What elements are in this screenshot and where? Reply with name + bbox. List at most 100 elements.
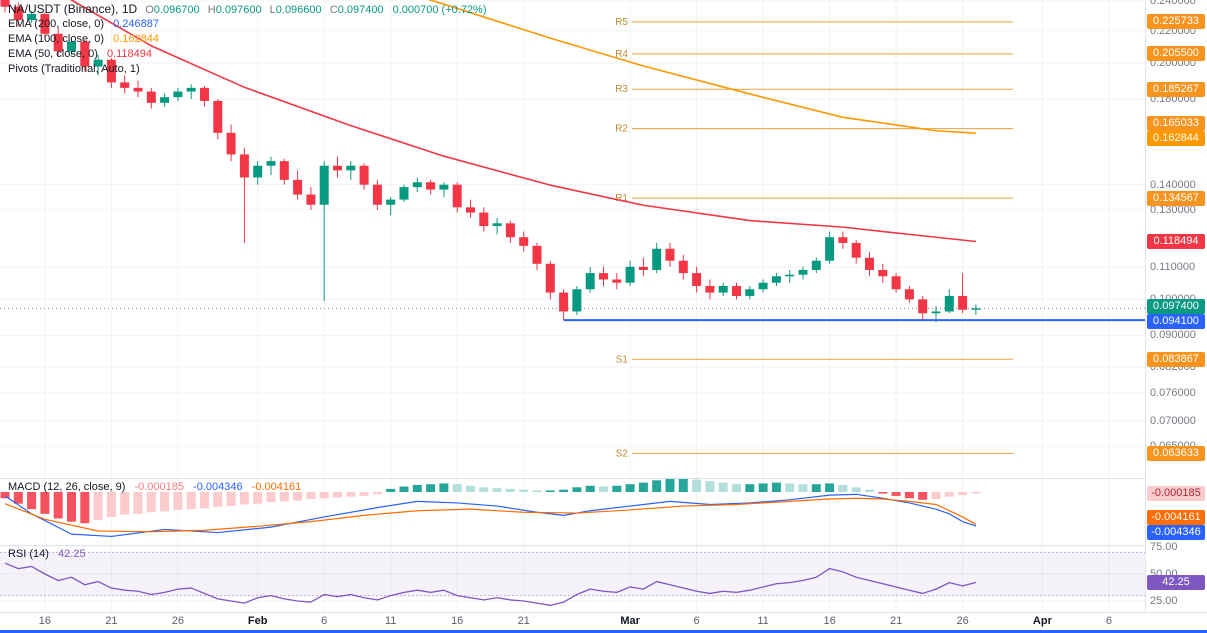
time-tick-label: 6 [1105,615,1112,627]
macd-bar [559,489,569,492]
macd-bar [173,492,183,510]
time-tick-label: 6 [321,615,328,627]
candle-body [638,266,648,270]
macd-bar [785,483,795,492]
rsi-name[interactable]: RSI (14) [8,548,49,560]
time-tick-label: 26 [956,615,969,627]
candle-body [479,212,489,227]
macd-bar [705,481,715,492]
ema50-name[interactable]: EMA (50, close, 0) [8,48,98,60]
candle-body [878,269,888,277]
pane-separator[interactable] [0,478,1207,479]
macd-bar [718,482,728,492]
price-axis-border [1145,0,1146,612]
price-tick-label: 0.140000 [1150,178,1196,191]
candle-body [0,0,10,7]
macd-bar [612,485,622,492]
pivots-legend-row[interactable]: Pivots (Traditional, Auto, 1) [8,62,487,77]
candle-body [399,187,409,200]
macd-bar [572,487,582,492]
axis-price-badge: 0.134567 [1147,190,1205,206]
macd-bar [505,488,515,492]
macd-bar [399,486,409,492]
candle-body [319,165,329,205]
ema200-name[interactable]: EMA (200, close, 0) [8,18,104,30]
macd-bar [638,482,648,492]
rsi-legend[interactable]: RSI (14) 42.25 [8,548,86,560]
candle-body [838,237,848,243]
ema50-line [69,0,976,243]
candle-body [545,263,555,293]
macd-legend[interactable]: MACD (12, 26, close, 9) -0.000185 -0.004… [8,481,301,493]
macd-bar [426,484,436,492]
candle-body [200,87,209,101]
axis-price-badge: 0.185267 [1147,81,1205,97]
macd-bar [266,492,276,503]
ema200-legend-row[interactable]: EMA (200, close, 0) 0.246887 [8,17,487,32]
macd-bar [771,482,781,492]
ema100-name[interactable]: EMA (100, close, 0) [8,33,104,45]
main-legend: NA/USDT (Binance), 1D O0.096700 H0.09760… [8,2,487,77]
price-tick-label: 0.110000 [1150,260,1196,273]
candle-body [971,308,981,310]
axis-price-badge: 42.25 [1147,574,1205,590]
ema100-legend-row[interactable]: EMA (100, close, 0) 0.162844 [8,32,487,47]
pane-separator[interactable] [0,545,1207,546]
symbol-title[interactable]: NA/USDT (Binance), 1D [8,2,138,16]
axis-price-badge: 0.097400 [1147,299,1205,315]
candle-body [27,14,37,20]
macd-bar [279,492,289,502]
ema50-legend-row[interactable]: EMA (50, close, 0) 0.118494 [8,47,487,62]
pivots-name[interactable]: Pivots (Traditional, Auto, 1) [8,63,140,75]
macd-name[interactable]: MACD (12, 26, close, 9) [8,481,126,493]
candle-body [359,165,369,185]
macd-bar [306,492,316,500]
macd-bar [865,489,874,492]
candle-body [412,182,422,188]
candle-body [758,282,768,290]
macd-bar [67,492,76,522]
candle-body [40,14,50,34]
macd-bar [519,489,529,492]
macd-bar [333,492,342,498]
candle-body [239,154,249,178]
pivot-label: R5 [615,17,628,28]
candle-body [53,33,63,52]
candle-body [745,289,755,296]
high-value: 0.097600 [215,4,262,16]
macd-bar [386,488,396,492]
macd-bar [918,492,928,500]
pivot-label: R2 [615,124,628,135]
macd-bar [346,492,356,497]
axis-price-badge: 0.165033 [1147,115,1205,131]
axis-price-badge: 0.205500 [1147,46,1205,62]
macd-bar [958,492,968,496]
candle-body [692,273,702,286]
price-axis[interactable]: 0.240000 0.220000 0.200000 0.180000 0.140000… [1146,0,1207,612]
price-tick-label: 0.240000 [1150,0,1196,7]
macd-bar [40,492,50,514]
macd-bar [878,492,888,494]
macd-bar [27,492,37,510]
macd-bar [931,492,941,500]
candle-body [865,257,874,270]
macd-bar [851,487,861,492]
macd-bar [239,492,249,505]
gridlines [0,0,1145,612]
symbol-row[interactable]: NA/USDT (Binance), 1D O0.096700 H0.09760… [8,2,487,17]
open-value: 0.096700 [153,4,200,16]
candle-body [665,248,675,261]
candle-body [599,273,608,280]
macd-bar [825,483,835,492]
rsi-line [4,562,977,606]
macd-bar [891,492,901,496]
macd-bar [904,492,914,499]
time-tick-label: 11 [757,615,769,627]
chart-canvas[interactable]: R5 R4 R3 R2 R1 S1 S2 [0,0,1145,612]
time-axis[interactable]: 16 21 26 Feb 6 11 16 21 Mar 6 11 16 21 26 Apr 6 [0,613,1207,630]
macd-histogram [0,477,981,524]
candle-body [439,184,449,190]
candle-body [386,199,396,205]
pane-separator[interactable] [0,612,1207,613]
candle-body [492,223,502,227]
